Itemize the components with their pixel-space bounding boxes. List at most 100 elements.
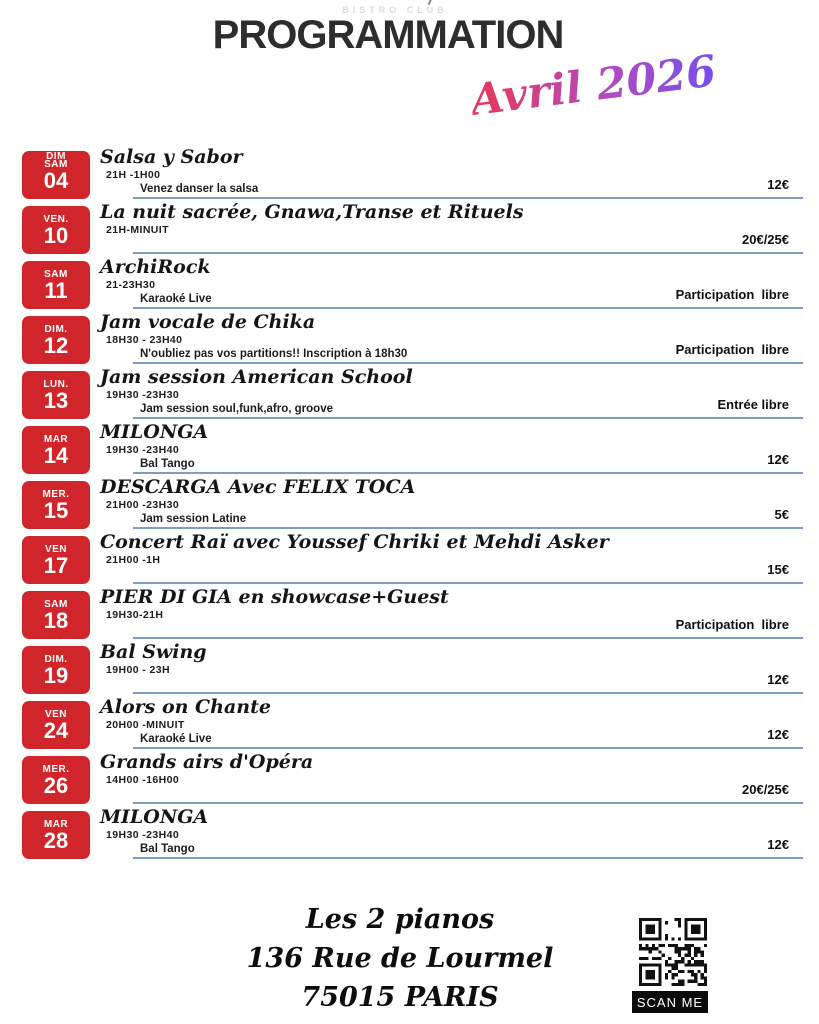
event-price: 12€ xyxy=(767,727,789,742)
event-price: Participation libre xyxy=(675,617,789,632)
date-badge: MAR 14 xyxy=(22,426,90,474)
badge-day: SAM xyxy=(44,159,68,170)
event-price: 5€ xyxy=(774,507,789,522)
event-body: MILONGA 19H30 -23H40 Bal Tango 12€ xyxy=(90,807,803,859)
date-badge: VEN 24 xyxy=(22,701,90,749)
event-price: 15€ xyxy=(767,562,789,577)
event-time: 14H00 -16H00 xyxy=(106,774,180,786)
event-body: Jam session American School 19H30 -23H30… xyxy=(90,367,803,419)
event-body: Salsa y Sabor 21H -1H00 Venez danser la … xyxy=(90,147,803,199)
date-badge: DIM SAM 04 xyxy=(22,151,90,199)
badge-day: MER. xyxy=(42,764,70,775)
date-badge: MER. 26 xyxy=(22,756,90,804)
event-title: PIER DI GIA en showcase+Guest xyxy=(100,586,449,608)
event-price: 12€ xyxy=(767,837,789,852)
badge-date-number: 04 xyxy=(43,168,69,193)
event-row: SAM 18 PIER DI GIA en showcase+Guest 19H… xyxy=(22,587,803,639)
event-body: Jam vocale de Chika 18H30 - 23H40 N'oubl… xyxy=(90,312,803,364)
event-price: 12€ xyxy=(767,672,789,687)
event-title: MILONGA xyxy=(100,806,209,828)
month-script-heading: Avril 2026 xyxy=(467,46,719,126)
date-badge: MER. 15 xyxy=(22,481,90,529)
badge-day: SAM xyxy=(44,269,68,280)
event-description: Karaoké Live xyxy=(140,293,212,305)
event-price: 20€/25€ xyxy=(742,232,789,247)
badge-date-number: 26 xyxy=(43,773,69,798)
event-time: 19H30 -23H40 xyxy=(106,444,180,456)
event-title: MILONGA xyxy=(100,421,209,443)
badge-date-number: 19 xyxy=(43,663,69,688)
event-body: Grands airs d'Opéra 14H00 -16H00 20€/25€ xyxy=(90,752,803,804)
badge-date-number: 17 xyxy=(43,553,69,578)
venue-address-block: Les 2 pianos 136 Rue de Lourmel 75015 PA… xyxy=(150,900,650,1017)
event-price: Participation libre xyxy=(675,342,789,357)
event-body: Concert Raï avec Youssef Chriki et Mehdi… xyxy=(90,532,803,584)
badge-date-number: 24 xyxy=(43,718,69,743)
event-time: 21H-MINUIT xyxy=(106,224,169,236)
venue-city: 75015 PARIS xyxy=(301,982,499,1013)
badge-day: MER. xyxy=(42,489,70,500)
badge-date-number: 28 xyxy=(43,828,69,853)
date-badge: SAM 18 xyxy=(22,591,90,639)
badge-day: MAR xyxy=(43,434,69,445)
event-price: Entrée libre xyxy=(717,397,789,412)
badge-day: MAR xyxy=(43,819,69,830)
date-badge: DIM. 12 xyxy=(22,316,90,364)
event-body: PIER DI GIA en showcase+Guest 19H30-21H … xyxy=(90,587,803,639)
event-row: DIM. 19 Bal Swing 19H00 - 23H 12€ xyxy=(22,642,803,694)
event-row: DIM SAM 04 Salsa y Sabor 21H -1H00 Venez… xyxy=(22,147,803,199)
scan-me-label: SCAN ME xyxy=(632,991,708,1013)
event-title: La nuit sacrée, Gnawa,Transe et Rituels xyxy=(100,201,524,223)
badge-day: VEN xyxy=(44,709,68,720)
event-row: LUN. 13 Jam session American School 19H3… xyxy=(22,367,803,419)
date-badge: VEN 17 xyxy=(22,536,90,584)
venue-street: 136 Rue de Lourmel xyxy=(246,943,554,974)
event-time: 19H30-21H xyxy=(106,609,164,621)
event-body: La nuit sacrée, Gnawa,Transe et Rituels … xyxy=(90,202,803,254)
event-time: 21H00 -23H30 xyxy=(106,499,180,511)
event-time: 19H30 -23H30 xyxy=(106,389,180,401)
event-description: Bal Tango xyxy=(140,843,195,855)
event-body: Alors on Chante 20H00 -MINUIT Karaoké Li… xyxy=(90,697,803,749)
event-title: Jam vocale de Chika xyxy=(100,311,316,333)
event-row: VEN. 10 La nuit sacrée, Gnawa,Transe et … xyxy=(22,202,803,254)
event-row: MER. 26 Grands airs d'Opéra 14H00 -16H00… xyxy=(22,752,803,804)
event-title: Alors on Chante xyxy=(100,696,271,718)
event-time: 21-23H30 xyxy=(106,279,156,291)
event-description: Jam session Latine xyxy=(140,513,247,525)
date-badge: SAM 11 xyxy=(22,261,90,309)
event-description: Bal Tango xyxy=(140,458,195,470)
badge-date-number: 13 xyxy=(43,388,69,413)
badge-day-overlay: DIM xyxy=(46,151,66,162)
event-time: 21H00 -1H xyxy=(106,554,161,566)
event-title: DESCARGA Avec FELIX TOCA xyxy=(100,476,416,498)
event-title: ArchiRock xyxy=(100,256,211,278)
event-price: 12€ xyxy=(767,452,789,467)
badge-date-number: 10 xyxy=(43,223,69,248)
event-title: Concert Raï avec Youssef Chriki et Mehdi… xyxy=(100,531,609,553)
date-badge: DIM. 19 xyxy=(22,646,90,694)
event-body: Bal Swing 19H00 - 23H 12€ xyxy=(90,642,803,694)
event-description: Venez danser la salsa xyxy=(140,183,259,195)
event-title: Grands airs d'Opéra xyxy=(100,751,314,773)
event-title: Bal Swing xyxy=(100,641,207,663)
event-time: 19H30 -23H40 xyxy=(106,829,180,841)
badge-date-number: 12 xyxy=(43,333,69,358)
badge-date-number: 14 xyxy=(43,443,69,468)
event-title: Salsa y Sabor xyxy=(100,146,243,168)
event-row: SAM 11 ArchiRock 21-23H30 Karaoké Live P… xyxy=(22,257,803,309)
date-badge: LUN. 13 xyxy=(22,371,90,419)
event-description: Karaoké Live xyxy=(140,733,212,745)
event-body: DESCARGA Avec FELIX TOCA 21H00 -23H30 Ja… xyxy=(90,477,803,529)
event-row: VEN 17 Concert Raï avec Youssef Chriki e… xyxy=(22,532,803,584)
event-description: Jam session soul,funk,afro, groove xyxy=(140,403,333,415)
bistro-club-logo-text: BISTRO CLUB xyxy=(342,5,448,15)
event-time: 21H -1H00 xyxy=(106,169,161,181)
page-title: PROGRAMMATION xyxy=(212,13,565,57)
badge-day: VEN. xyxy=(43,214,69,225)
event-body: ArchiRock 21-23H30 Karaoké Live Particip… xyxy=(90,257,803,309)
event-row: DIM. 12 Jam vocale de Chika 18H30 - 23H4… xyxy=(22,312,803,364)
badge-day: DIM. xyxy=(44,654,68,665)
venue-name: Les 2 pianos xyxy=(305,904,495,935)
badge-day: DIM. xyxy=(44,324,68,335)
